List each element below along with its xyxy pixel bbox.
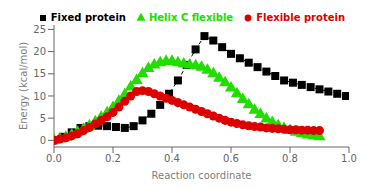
svg-text:20: 20 xyxy=(33,46,46,57)
svg-text:Reaction coordinate: Reaction coordinate xyxy=(152,170,252,181)
html-text:Helix C flexible: Helix C flexible xyxy=(149,12,234,23)
svg-text:0.8: 0.8 xyxy=(282,153,298,164)
svg-text:1.0: 1.0 xyxy=(341,153,357,164)
svg-text:0: 0 xyxy=(40,135,46,146)
html-text:Fixed protein: Fixed protein xyxy=(50,12,126,23)
svg-text:0.4: 0.4 xyxy=(164,153,180,164)
svg-text:5: 5 xyxy=(40,113,46,124)
html-text:Flexible protein: Flexible protein xyxy=(256,12,345,23)
svg-text:15: 15 xyxy=(33,68,46,79)
svg-text:0.0: 0.0 xyxy=(46,153,62,164)
svg-text:0.6: 0.6 xyxy=(223,153,239,164)
svg-text:0.2: 0.2 xyxy=(105,153,121,164)
svg-text:Energy (kcal/mol): Energy (kcal/mol) xyxy=(18,42,29,130)
svg-text:25: 25 xyxy=(33,24,46,35)
svg-text:10: 10 xyxy=(33,91,46,102)
